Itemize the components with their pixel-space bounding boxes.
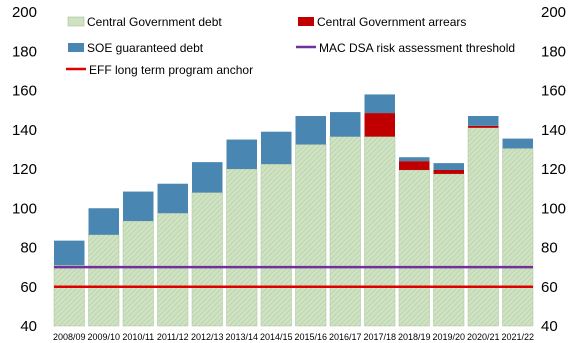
x-tick-label: 2019/20	[432, 332, 465, 342]
y-tick-left: 140	[12, 122, 37, 139]
bar-central-government-debt	[88, 234, 120, 327]
bar-soe-guaranteed-debt	[295, 116, 326, 145]
x-tick-label: 2009/10	[87, 332, 120, 342]
legend-label-central-government-debt: Central Government debt	[87, 15, 222, 29]
y-tick-right: 80	[541, 240, 558, 257]
y-tick-left: 200	[12, 4, 37, 21]
bar-soe-guaranteed-debt	[226, 139, 257, 169]
y-tick-right: 160	[541, 83, 566, 100]
bar-central-government-debt	[157, 212, 189, 327]
legend-label-central-government-arrears: Central Government arrears	[317, 15, 466, 29]
x-tick-label: 2012/13	[191, 332, 224, 342]
y-tick-right: 200	[541, 4, 566, 21]
x-tick-label: 2008/09	[53, 332, 86, 342]
y-tick-left: 100	[12, 200, 37, 217]
bar-central-government-debt	[53, 264, 85, 327]
y-tick-left: 120	[12, 161, 37, 178]
bar-central-government-debt	[398, 169, 430, 327]
bar-central-government-debt	[433, 173, 465, 327]
bar-soe-guaranteed-debt	[54, 240, 85, 266]
bar-central-government-arrears	[399, 161, 430, 170]
bar-central-government-arrears	[364, 113, 395, 137]
x-tick-label: 2010/11	[122, 332, 154, 342]
bar-central-government-debt	[226, 168, 258, 327]
y-tick-right: 60	[541, 279, 558, 296]
bar-soe-guaranteed-debt	[364, 94, 395, 114]
x-tick-label: 2016/17	[329, 332, 362, 342]
y-tick-right: 100	[541, 200, 566, 217]
bar-soe-guaranteed-debt	[192, 162, 223, 193]
y-tick-left: 60	[20, 279, 37, 296]
bar-soe-guaranteed-debt	[261, 131, 292, 165]
x-tick-label: 2014/15	[260, 332, 293, 342]
bar-soe-guaranteed-debt	[330, 112, 361, 137]
y-tick-left: 180	[12, 43, 37, 60]
bar-soe-guaranteed-debt	[399, 157, 430, 162]
legend-label-eff-anchor: EFF long term program anchor	[89, 63, 253, 77]
y-tick-right: 180	[541, 43, 566, 60]
legend-label-soe-guaranteed-debt: SOE guaranteed debt	[87, 41, 204, 55]
bar-soe-guaranteed-debt	[502, 138, 533, 149]
bar-soe-guaranteed-debt	[88, 208, 119, 235]
bar-central-government-debt	[467, 127, 499, 327]
bar-central-government-arrears	[433, 169, 464, 174]
bar-central-government-debt	[364, 136, 396, 327]
y-tick-right: 140	[541, 122, 566, 139]
bar-central-government-debt	[502, 148, 534, 327]
x-tick-label: 2011/12	[157, 332, 189, 342]
x-tick-label: 2018/19	[398, 332, 431, 342]
bar-central-government-debt	[122, 220, 154, 327]
bar-central-government-debt	[191, 192, 223, 327]
bar-soe-guaranteed-debt	[157, 183, 188, 214]
x-tick-label: 2017/18	[363, 332, 396, 342]
legend-swatch-central-government-arrears	[298, 17, 314, 26]
bar-central-government-debt	[295, 144, 327, 327]
legend-swatch-central-government-debt	[67, 16, 85, 27]
y-tick-left: 40	[20, 318, 37, 335]
x-tick-label: 2021/22	[501, 332, 534, 342]
x-tick-label: 2015/16	[294, 332, 327, 342]
x-tick-label: 2020/21	[467, 332, 500, 342]
y-tick-right: 40	[541, 318, 558, 335]
legend-swatch-soe-guaranteed-debt	[68, 43, 84, 52]
y-tick-right: 120	[541, 161, 566, 178]
y-tick-left: 160	[12, 83, 37, 100]
x-tick-label: 2013/14	[225, 332, 258, 342]
bar-central-government-arrears	[468, 125, 499, 128]
legend: Central Government debt Central Governme…	[66, 15, 515, 77]
legend-label-mac-dsa-threshold: MAC DSA risk assessment threshold	[319, 41, 515, 55]
bar-central-government-debt	[260, 163, 292, 327]
bar-central-government-debt	[329, 136, 361, 327]
bar-soe-guaranteed-debt	[123, 191, 154, 222]
y-tick-left: 80	[20, 240, 37, 257]
bar-soe-guaranteed-debt	[433, 163, 464, 170]
bar-soe-guaranteed-debt	[468, 116, 499, 126]
